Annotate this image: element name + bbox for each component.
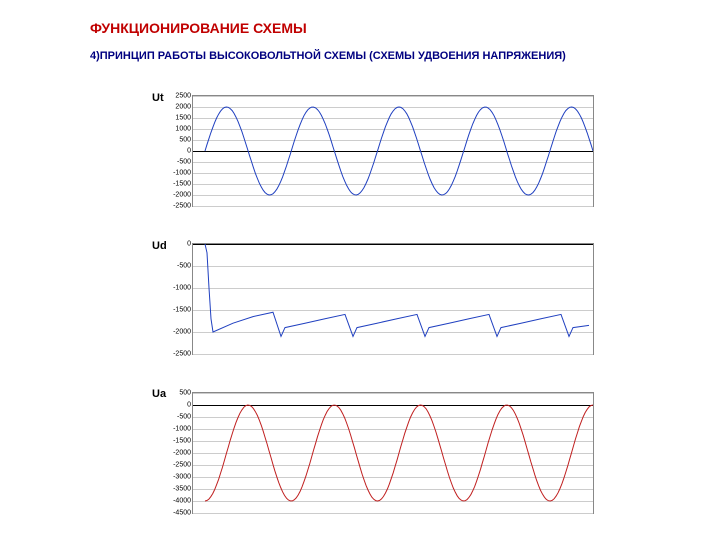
ytick-label: -1500 <box>173 307 191 314</box>
ytick-label: -500 <box>177 159 191 166</box>
ytick-label: -1000 <box>173 170 191 177</box>
ytick-label: -3500 <box>173 486 191 493</box>
gridline <box>193 354 593 355</box>
ytick-label: -1500 <box>173 181 191 188</box>
page-title: ФУНКЦИОНИРОВАНИЕ СХЕМЫ <box>90 20 307 36</box>
ytick-label: -1000 <box>173 426 191 433</box>
chart-series <box>193 393 593 513</box>
ytick-label: -2000 <box>173 329 191 336</box>
gridline <box>193 513 593 514</box>
page-subtitle: 4)ПРИНЦИП РАБОТЫ ВЫСОКОВОЛЬТНОЙ СХЕМЫ (С… <box>90 50 566 62</box>
ytick-label: -2000 <box>173 450 191 457</box>
ytick-label: -3000 <box>173 474 191 481</box>
ytick-label: -1500 <box>173 438 191 445</box>
ytick-label: 2000 <box>175 104 191 111</box>
ytick-label: 500 <box>179 390 191 397</box>
chart-ua: 5000-500-1000-1500-2000-2500-3000-3500-4… <box>192 392 594 514</box>
chart-series <box>193 96 593 206</box>
ytick-label: -4000 <box>173 498 191 505</box>
ytick-label: -4500 <box>173 510 191 517</box>
chart-label-ua: Ua <box>152 388 166 400</box>
chart-label-ut: Ut <box>152 92 164 104</box>
ytick-label: -2500 <box>173 351 191 358</box>
gridline <box>193 206 593 207</box>
chart-ud: 0-500-1000-1500-2000-2500 <box>192 243 594 355</box>
chart-series <box>193 244 593 354</box>
chart-ut: 25002000150010005000-500-1000-1500-2000-… <box>192 95 594 207</box>
ytick-label: 2500 <box>175 93 191 100</box>
ytick-label: -500 <box>177 414 191 421</box>
chart-label-ud: Ud <box>152 240 167 252</box>
ytick-label: 1500 <box>175 115 191 122</box>
ytick-label: 0 <box>187 148 191 155</box>
ytick-label: -2500 <box>173 203 191 210</box>
ytick-label: -2500 <box>173 462 191 469</box>
ytick-label: -1000 <box>173 285 191 292</box>
ytick-label: 1000 <box>175 126 191 133</box>
ytick-label: 0 <box>187 402 191 409</box>
ytick-label: -2000 <box>173 192 191 199</box>
ytick-label: 500 <box>179 137 191 144</box>
ytick-label: -500 <box>177 263 191 270</box>
ytick-label: 0 <box>187 241 191 248</box>
